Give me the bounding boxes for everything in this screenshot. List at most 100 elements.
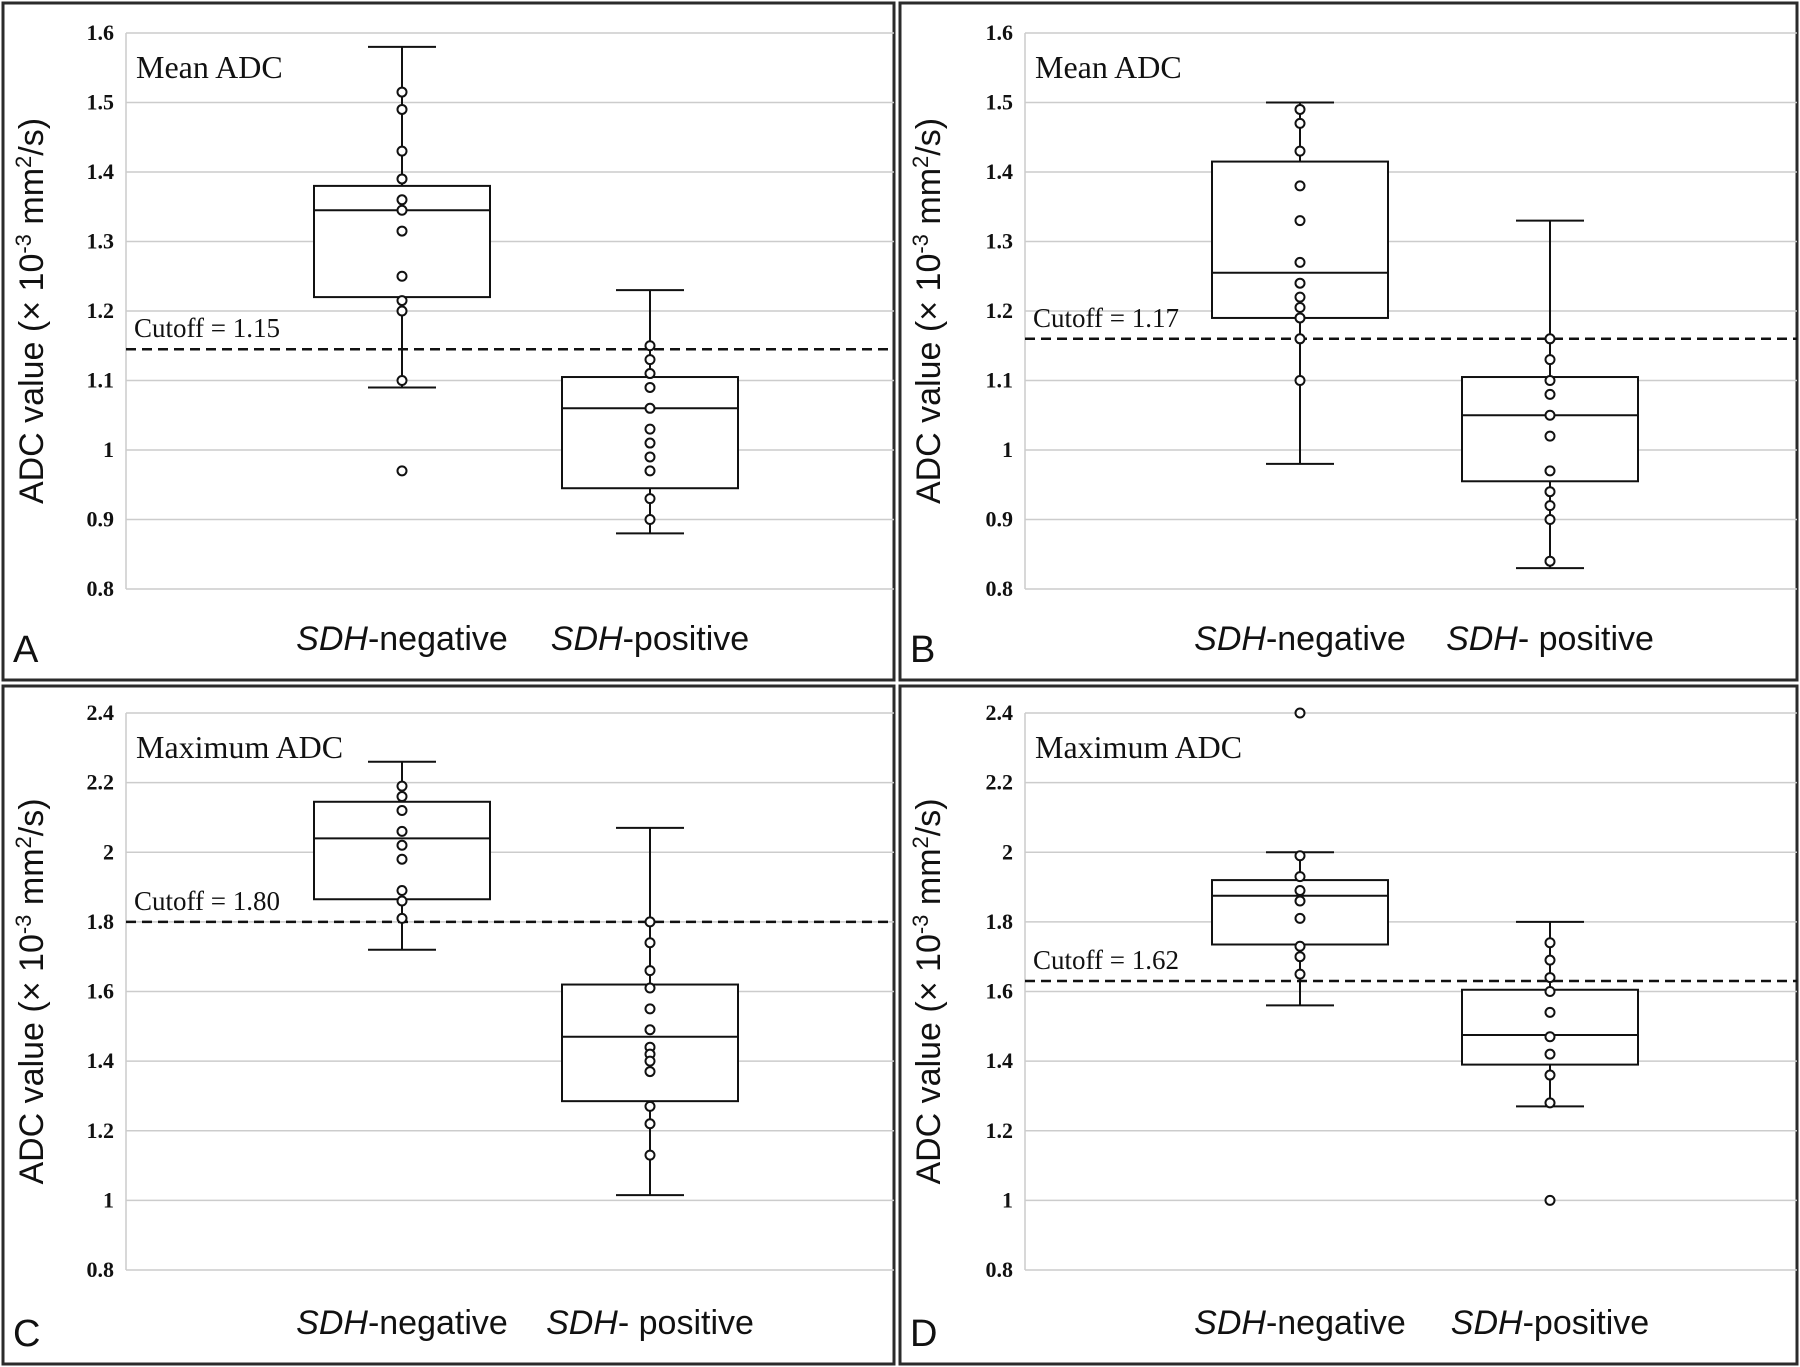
- data-point: [1544, 409, 1556, 421]
- y-tick-label: 1.2: [986, 298, 1014, 323]
- box-sdh-negative: [1211, 101, 1389, 465]
- data-point: [644, 514, 656, 525]
- y-tick-label: 1.3: [87, 229, 115, 254]
- data-point: [1544, 937, 1556, 949]
- data-point: [1544, 388, 1556, 400]
- y-tick-label: 1.4: [87, 1048, 115, 1073]
- data-point: [1544, 1194, 1556, 1206]
- box-sdh-negative: [313, 760, 491, 951]
- data-point: [396, 839, 408, 851]
- y-tick-label: 1.6: [986, 20, 1014, 45]
- data-point: [1544, 1097, 1556, 1109]
- data-point: [1544, 354, 1556, 366]
- data-point: [396, 225, 408, 237]
- data-point: [1294, 215, 1306, 227]
- data-point: [396, 145, 408, 157]
- data-point: [1294, 277, 1306, 289]
- panel-title: Mean ADC: [136, 49, 283, 85]
- data-point: [644, 1003, 656, 1015]
- y-tick-label: 1: [1002, 1187, 1013, 1212]
- data-point: [644, 1066, 656, 1078]
- data-point: [396, 895, 408, 907]
- data-point: [644, 965, 656, 977]
- data-point: [1294, 951, 1306, 963]
- data-point: [396, 204, 408, 216]
- data-point: [1294, 871, 1306, 883]
- y-axis-label: ADC value (× 10-3 mm2/s): [11, 118, 52, 504]
- category-label: SDH-positive: [1451, 1304, 1649, 1342]
- y-tick-label: 0.8: [986, 576, 1014, 601]
- y-tick-label: 1: [1002, 437, 1013, 462]
- data-point: [1294, 333, 1306, 345]
- data-point: [1294, 256, 1306, 268]
- data-point: [1294, 707, 1306, 719]
- y-tick-label: 0.8: [986, 1257, 1014, 1282]
- data-point: [1544, 375, 1556, 386]
- data-point: [644, 937, 656, 949]
- data-point: [1544, 514, 1556, 525]
- panel-letter: A: [13, 629, 39, 671]
- data-point: [644, 1149, 656, 1161]
- y-tick-label: 1.6: [986, 979, 1014, 1004]
- data-point: [1294, 291, 1306, 303]
- data-point: [644, 916, 656, 928]
- y-tick-label: 1.2: [986, 1118, 1014, 1143]
- box-sdh-positive: [561, 289, 739, 535]
- y-tick-label: 1.4: [87, 159, 115, 184]
- category-label: SDH- positive: [546, 1304, 754, 1342]
- cutoff-label: Cutoff = 1.17: [1033, 303, 1179, 333]
- data-point: [644, 493, 656, 505]
- panel-c: 0.8 1 1.2 1.4 1.6 1.8 2 2.2 2.4 ADC value (× 10-3…: [1, 684, 896, 1366]
- data-point: [644, 437, 656, 449]
- data-point: [1294, 117, 1306, 129]
- panel-b: 0.8 0.9 1 1.1 1.2 1.3 1.4 1.5 1.6 ADC value (× 10…: [898, 1, 1799, 682]
- data-point: [644, 1100, 656, 1112]
- cutoff-label: Cutoff = 1.62: [1033, 945, 1179, 975]
- y-tick-label: 1.2: [87, 298, 115, 323]
- data-point: [644, 982, 656, 994]
- data-point: [1544, 555, 1556, 567]
- panel-title: Maximum ADC: [1035, 729, 1242, 765]
- data-point: [396, 173, 408, 185]
- y-tick-label: 0.8: [87, 1257, 115, 1282]
- category-label: SDH-negative: [1194, 1304, 1406, 1342]
- box-sdh-positive: [1461, 920, 1639, 1206]
- data-point: [644, 354, 656, 366]
- data-point: [1294, 885, 1306, 897]
- data-point: [1544, 1069, 1556, 1081]
- data-point: [1544, 1031, 1556, 1043]
- data-point: [1544, 954, 1556, 966]
- panel-a: 0.8 0.9 1 1.1 1.2 1.3 1.4 1.5 1.6 ADC value (× 10…: [1, 1, 896, 682]
- data-point: [396, 780, 408, 792]
- data-point: [396, 103, 408, 115]
- box-sdh-negative: [1211, 707, 1389, 1007]
- data-point: [1294, 312, 1306, 324]
- data-point: [1294, 302, 1306, 314]
- y-tick-label: 1.6: [87, 979, 115, 1004]
- data-point: [644, 381, 656, 393]
- y-axis-label: ADC value (× 10-3 mm2/s): [908, 798, 949, 1184]
- y-tick-label: 2.2: [87, 770, 115, 795]
- data-point: [396, 853, 408, 865]
- y-tick-label: 2: [1002, 839, 1013, 864]
- data-point: [644, 1024, 656, 1036]
- category-label: SDH-positive: [551, 620, 749, 658]
- y-axis-label: ADC value (× 10-3 mm2/s): [11, 798, 52, 1184]
- y-tick-label: 1.1: [986, 368, 1014, 393]
- data-point: [396, 194, 408, 206]
- panel-frame: [1, 1, 896, 682]
- data-point: [644, 402, 656, 414]
- y-tick-label: 1.2: [87, 1118, 115, 1143]
- y-tick-label: 0.8: [87, 576, 115, 601]
- y-tick-label: 2.4: [87, 700, 115, 725]
- data-point: [396, 465, 408, 477]
- data-point: [396, 791, 408, 803]
- category-label: SDH-negative: [1194, 620, 1406, 658]
- data-point: [1544, 986, 1556, 997]
- data-point: [1294, 103, 1306, 115]
- data-point: [644, 340, 656, 352]
- y-tick-label: 1.6: [87, 20, 115, 45]
- data-point: [1294, 180, 1306, 192]
- cutoff-label: Cutoff = 1.15: [134, 313, 280, 343]
